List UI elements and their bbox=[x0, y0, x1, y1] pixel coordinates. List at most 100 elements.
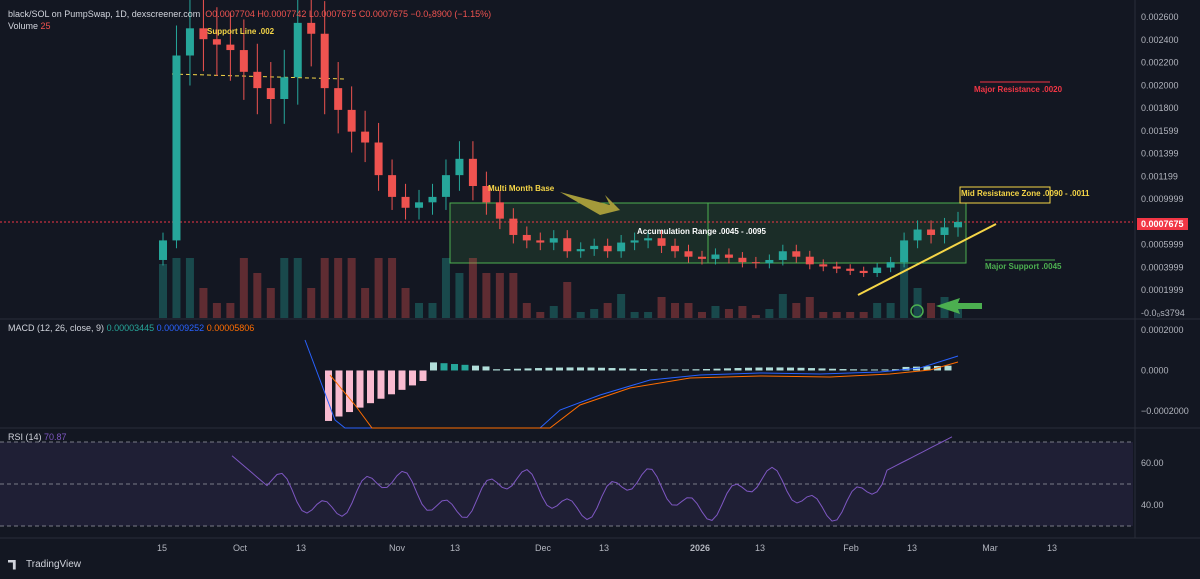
candle-body bbox=[697, 256, 706, 259]
macd-histogram-bar bbox=[745, 367, 752, 371]
macd-histogram-bar bbox=[766, 367, 773, 371]
candle-body bbox=[778, 251, 787, 260]
tradingview-logo[interactable]: TradingView bbox=[8, 559, 81, 570]
accumulation-range-label: Accumulation Range .0045 - .0095 bbox=[637, 227, 766, 236]
macd-histogram-bar bbox=[377, 370, 385, 399]
candle-body bbox=[293, 22, 302, 78]
volume-bar bbox=[320, 258, 329, 318]
time-axis-label: 15 bbox=[157, 543, 167, 553]
macd-histogram-bar bbox=[808, 368, 815, 371]
macd-histogram-bar bbox=[734, 368, 742, 371]
candle-body bbox=[954, 221, 962, 228]
candle-body bbox=[738, 257, 747, 263]
candle-body bbox=[522, 234, 531, 241]
candle-body bbox=[792, 251, 801, 257]
volume-bar bbox=[536, 312, 545, 318]
rsi-tick-label: 40.00 bbox=[1141, 500, 1164, 510]
macd-histogram-bar bbox=[881, 369, 889, 371]
rsi-legend[interactable]: RSI (14) 70.87 bbox=[8, 432, 67, 442]
candle-body bbox=[347, 109, 356, 132]
macd-histogram-bar bbox=[577, 367, 584, 371]
ohlc-values: O0.0007704 H0.0007742 L0.0007675 C0.0007… bbox=[205, 9, 492, 19]
macd-legend[interactable]: MACD (12, 26, close, 9) 0.00003445 0.000… bbox=[8, 323, 255, 333]
macd-histogram-bar bbox=[713, 368, 721, 371]
candle-body bbox=[172, 55, 181, 241]
price-tick-label: 0.002200 bbox=[1141, 58, 1179, 68]
candle-body bbox=[495, 202, 504, 219]
macd-tick-label: 0.0002000 bbox=[1141, 325, 1184, 335]
price-tick-label: 0.0009999 bbox=[1141, 194, 1184, 204]
candle-body bbox=[590, 245, 599, 250]
macd-histogram-bar bbox=[671, 369, 679, 371]
volume-bar bbox=[388, 258, 397, 318]
macd-histogram-bar bbox=[787, 367, 794, 371]
volume-bar bbox=[617, 294, 626, 318]
volume-bar bbox=[415, 303, 424, 318]
price-tick-label: 0.0005999 bbox=[1141, 240, 1184, 250]
candle-body bbox=[603, 245, 612, 252]
price-tick-label: 0.001800 bbox=[1141, 103, 1179, 113]
candle-body bbox=[913, 229, 922, 241]
macd-histogram-bar bbox=[398, 370, 406, 390]
macd-histogram-bar bbox=[776, 367, 784, 371]
macd-histogram-bar bbox=[703, 368, 710, 371]
macd-histogram-bar bbox=[367, 370, 374, 404]
major-resistance-label: Major Resistance .0020 bbox=[974, 85, 1063, 94]
volume-bar bbox=[159, 264, 167, 318]
volume-bar bbox=[549, 306, 558, 318]
macd-histogram-bar bbox=[419, 370, 427, 381]
volume-bar bbox=[697, 312, 706, 318]
time-axis-label: Feb bbox=[843, 543, 859, 553]
macd-histogram-bar bbox=[556, 367, 563, 371]
candle-body bbox=[819, 264, 828, 267]
macd-histogram-bar bbox=[829, 368, 836, 371]
multi-month-base-label: Multi Month Base bbox=[488, 184, 555, 193]
candle-body bbox=[563, 238, 572, 252]
candle-body bbox=[185, 28, 194, 56]
candle-body bbox=[509, 218, 518, 235]
candle-body bbox=[401, 196, 410, 208]
macd-histogram-bar bbox=[503, 369, 511, 371]
price-tick-label: 0.0001999 bbox=[1141, 285, 1184, 295]
symbol-title[interactable]: black/SOL on PumpSwap, 1D, dexscreener.c… bbox=[8, 9, 492, 19]
macd-histogram-bar bbox=[535, 368, 542, 371]
macd-histogram-bar bbox=[724, 368, 731, 371]
time-axis-label: Dec bbox=[535, 543, 552, 553]
candle-body bbox=[859, 270, 868, 274]
macd-line bbox=[304, 339, 959, 429]
candle-body bbox=[159, 240, 167, 260]
volume-bar bbox=[630, 312, 639, 318]
macd-histogram-bar bbox=[587, 367, 595, 371]
candle-body bbox=[644, 238, 653, 241]
candle-body bbox=[940, 227, 949, 235]
macd-histogram-bar bbox=[482, 366, 490, 371]
price-tick-label: 0.001199 bbox=[1141, 171, 1178, 181]
macd-histogram-bar bbox=[493, 369, 500, 371]
candle-body bbox=[900, 240, 909, 263]
macd-histogram-bar bbox=[850, 369, 857, 371]
volume-bar bbox=[307, 288, 316, 318]
candle-body bbox=[711, 254, 720, 259]
candle-body bbox=[280, 77, 289, 100]
volume-bar bbox=[765, 309, 774, 318]
candle-body bbox=[482, 186, 491, 203]
price-tick-label: 0.001399 bbox=[1141, 149, 1179, 159]
time-axis-label: Oct bbox=[233, 543, 248, 553]
price-tick-label: 0.002400 bbox=[1141, 35, 1179, 45]
price-tick-label: 0.002000 bbox=[1141, 80, 1179, 90]
candle-body bbox=[657, 238, 666, 246]
volume-bar bbox=[334, 258, 343, 318]
candle-body bbox=[441, 175, 450, 197]
candle-body bbox=[455, 158, 464, 176]
mid-resistance-label: Mid Resistance Zone .0090 - .0011 bbox=[961, 189, 1090, 198]
macd-histogram-bar bbox=[388, 370, 395, 395]
candle-body bbox=[846, 268, 855, 271]
volume-legend[interactable]: Volume 25 bbox=[8, 21, 51, 31]
candle-body bbox=[468, 158, 477, 187]
macd-histogram-bar bbox=[346, 370, 353, 413]
uptrend-line bbox=[857, 223, 997, 296]
time-axis-label: 13 bbox=[907, 543, 917, 553]
macd-histogram-bar bbox=[598, 367, 605, 371]
volume-bar bbox=[859, 312, 868, 318]
